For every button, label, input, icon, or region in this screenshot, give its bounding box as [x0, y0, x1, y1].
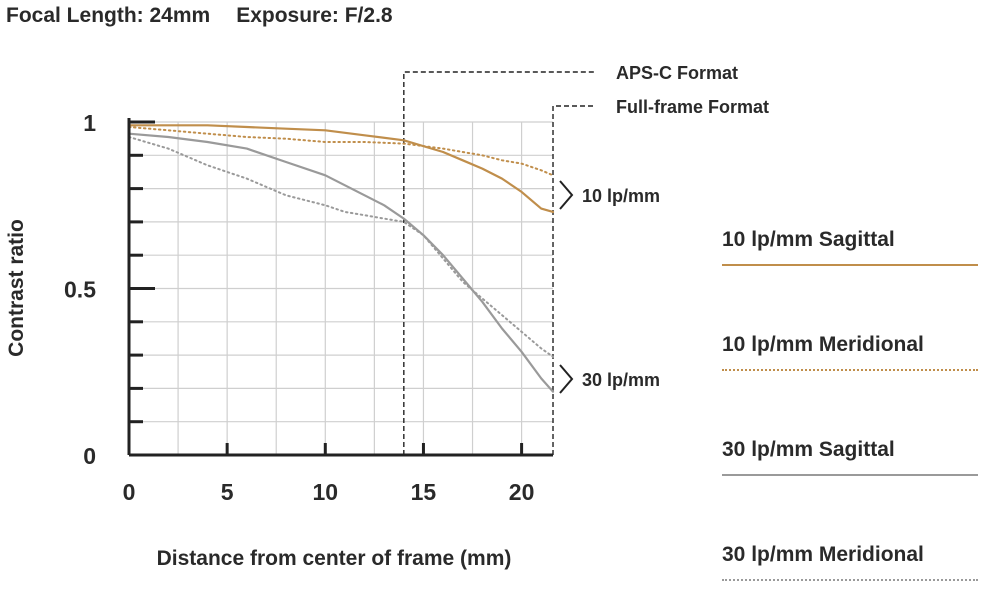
legend-item: 10 lp/mm Sagittal — [722, 228, 978, 266]
y-tick-label: 0.5 — [64, 277, 96, 303]
group-30-bracket-icon — [559, 364, 574, 394]
chart-header: Focal Length: 24mm Exposure: F/2.8 — [6, 4, 393, 28]
legend-swatch — [722, 369, 978, 371]
y-tick-label: 0 — [83, 443, 96, 469]
apsc-marker-line — [403, 71, 596, 455]
x-tick-label: 5 — [221, 479, 234, 505]
x-tick-label: 20 — [509, 479, 535, 505]
legend-swatch — [722, 474, 978, 476]
apsc-label: APS-C Format — [616, 63, 738, 83]
series-line-3 — [128, 136, 554, 358]
legend-label: 30 lp/mm Sagittal — [722, 438, 895, 461]
group-10-bracket-icon — [559, 180, 574, 210]
x-tick-label: 15 — [411, 479, 437, 505]
fullframe-marker-line — [552, 105, 596, 455]
legend-label: 10 lp/mm Meridional — [722, 333, 924, 356]
legend-swatch — [722, 579, 978, 581]
x-axis-label: Distance from center of frame (mm) — [157, 547, 512, 570]
x-tick-label: 10 — [313, 479, 339, 505]
legend-item: 30 lp/mm Meridional — [722, 543, 978, 581]
y-tick-label: 1 — [83, 110, 96, 136]
axes — [127, 118, 554, 457]
legend-label: 30 lp/mm Meridional — [722, 543, 924, 566]
series-lines — [127, 124, 555, 393]
series-line-0 — [127, 124, 555, 213]
x-tick-label: 0 — [123, 479, 136, 505]
legend-item: 10 lp/mm Meridional — [722, 333, 978, 371]
group-30-label: 30 lp/mm — [582, 370, 660, 390]
grid — [129, 121, 554, 455]
series-line-2 — [127, 132, 555, 393]
group-10-label: 10 lp/mm — [582, 186, 660, 206]
series-line-1 — [128, 126, 554, 177]
focal-length-label: Focal Length: 24mm — [6, 4, 211, 27]
legend-swatch — [722, 264, 978, 266]
legend-label: 10 lp/mm Sagittal — [722, 228, 895, 251]
exposure-label: Exposure: F/2.8 — [236, 4, 393, 27]
legend-item: 30 lp/mm Sagittal — [722, 438, 978, 476]
fullframe-label: Full-frame Format — [616, 97, 769, 117]
y-axis-label: Contrast ratio — [5, 219, 28, 357]
format-markers — [403, 71, 596, 455]
